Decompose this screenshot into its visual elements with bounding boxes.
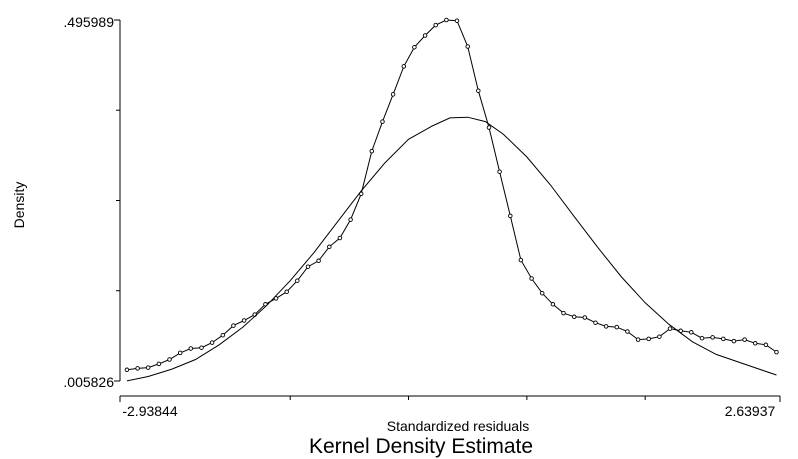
series-0-point [731,338,737,344]
series-0-point [625,329,630,334]
series-0-point [241,318,247,323]
series-0-point [774,349,779,355]
chart-title: Kernel Density Estimate [309,435,533,458]
series-1-line [126,116,777,382]
series-0-point [614,324,620,330]
series-0-point [721,336,726,342]
series-0-point [209,340,215,345]
series-0-point [348,217,353,222]
series-0-point [508,213,513,219]
series-0-point [699,335,705,341]
series-0-point [529,276,534,281]
series-0-point [135,366,140,371]
series-0-point [582,315,588,320]
series-0-point [145,365,151,370]
series-0-point [231,323,236,328]
series-0-point [657,334,662,339]
y-tick-label-bottom: .005826 [63,374,114,390]
series-0-point [412,44,417,50]
series-0-point [539,290,545,296]
series-0-point [401,64,407,69]
series-0-point [369,148,375,154]
series-0-point [188,346,194,351]
y-axis-title: Density [11,182,27,229]
series-0-point [390,92,396,97]
series-0-point [422,33,428,38]
series-0-point [689,330,694,335]
series-0-point [454,18,460,23]
axes [114,19,781,402]
series-0-point [177,350,183,356]
series-0-point [635,337,641,342]
y-tick-label-top: .495989 [63,14,114,30]
labels-layer: .495989 .005826 -2.93844 2.63937 Standar… [11,14,776,458]
series-0-point [295,278,300,283]
series-0-point [380,119,385,124]
series-0-point [561,310,566,316]
x-tick-label-right: 2.63937 [725,403,776,419]
series-0-point [273,296,279,301]
series-0-point [199,345,204,350]
series-0-point [337,235,343,241]
series-0-point [752,341,758,346]
series-0-point [124,367,130,373]
x-axis-title: Standardized residuals [387,418,529,434]
series-0-point [433,22,438,28]
series-0-point [284,289,289,295]
series-0-point [305,264,311,269]
series-0-line [126,19,777,371]
series-0-point [316,258,321,264]
series-0-point [603,324,609,329]
series-0-point [486,125,492,130]
series-0-point [220,332,226,338]
series-0-point [742,337,747,342]
series-0-point [156,361,162,367]
series-0-point [593,320,598,325]
series-0-point [167,357,172,362]
series-0-point [497,169,502,174]
series-0-point [667,326,673,331]
series-0-point [465,44,470,49]
series-0-point [327,244,332,250]
series-0-point [550,302,556,307]
series-0-point [710,335,715,340]
series-0-point [476,88,481,93]
series-layer [124,17,779,382]
series-0-point [444,17,449,23]
series-0-point [646,336,651,342]
series-0-point [518,257,524,263]
series-0-point [571,314,577,320]
x-tick-label-left: -2.93844 [122,403,177,419]
series-0-point [763,342,769,348]
